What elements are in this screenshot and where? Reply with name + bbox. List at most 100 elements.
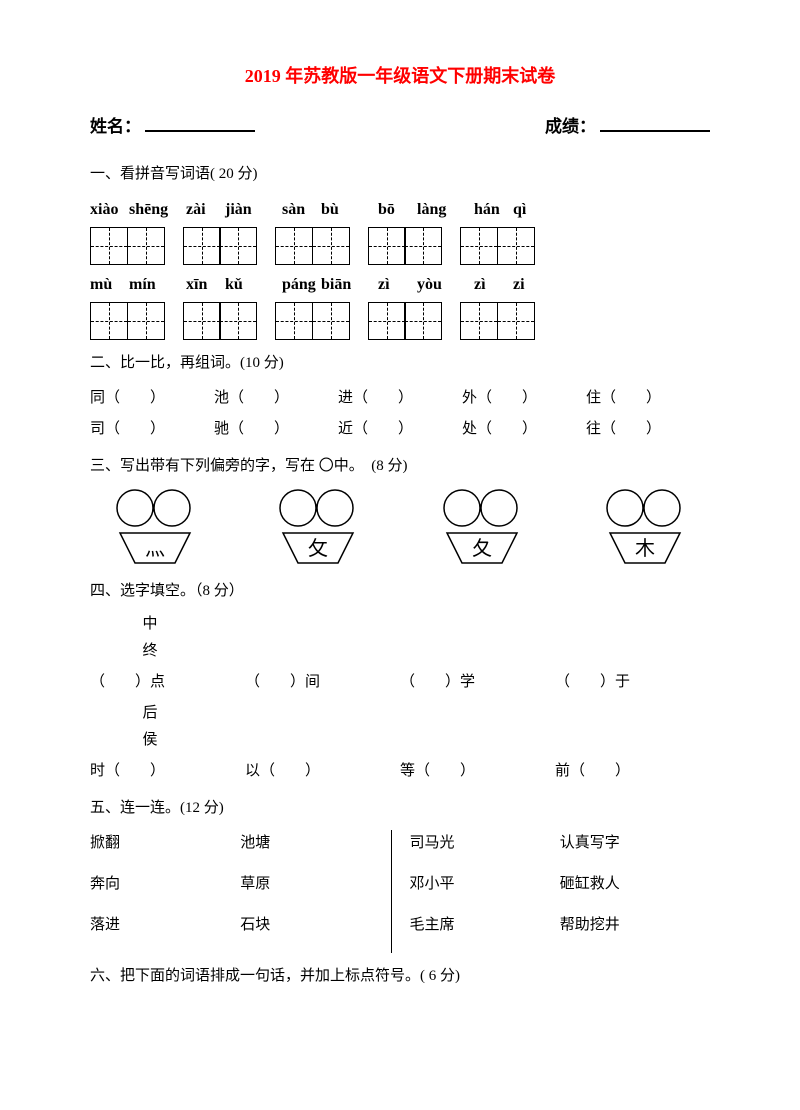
q4-pair-1: 中 终 xyxy=(90,611,210,665)
q3-title: 三、写出带有下列偏旁的字，写在 〇中。 (8 分) xyxy=(90,453,710,480)
pinyin: jiàn xyxy=(225,196,264,225)
tian-box[interactable] xyxy=(368,227,406,265)
pinyin: xīn xyxy=(186,271,225,300)
q2-item[interactable]: 近（ ） xyxy=(338,416,462,443)
tian-box[interactable] xyxy=(127,302,165,340)
tian-box[interactable] xyxy=(275,227,313,265)
pinyin: xiào xyxy=(90,196,129,225)
pinyin: zì xyxy=(378,271,417,300)
pinyin: páng xyxy=(282,271,321,300)
tian-box[interactable] xyxy=(368,302,406,340)
name-label: 姓名： xyxy=(90,112,141,143)
q5-grid: 掀翻池塘 奔向草原 落进石块 司马光认真写字 邓小平砸缸救人 毛主席帮助挖井 xyxy=(90,830,710,953)
tian-box[interactable] xyxy=(275,302,313,340)
q4-fill[interactable]: 前（ ） xyxy=(555,758,710,785)
tian-box[interactable] xyxy=(90,302,128,340)
q1-grid-row-1 xyxy=(90,227,710,265)
q4-fill-row-1: （ ）点 （ ）间 （ ）学 （ ）于 xyxy=(90,669,710,696)
q5-word[interactable]: 邓小平 xyxy=(410,871,560,898)
q1-pinyin-row-1: xiàoshēng zàijiàn sànbù bōlàng hánqì xyxy=(90,196,710,225)
tian-box[interactable] xyxy=(127,227,165,265)
tian-box[interactable] xyxy=(312,227,350,265)
q2-item[interactable]: 同（ ） xyxy=(90,385,214,412)
tian-box[interactable] xyxy=(497,302,535,340)
radical-unit[interactable]: 攵 xyxy=(263,488,373,568)
q1-title: 一、看拼音写词语( 20 分) xyxy=(90,161,710,188)
q4-fill[interactable]: 等（ ） xyxy=(400,758,555,785)
radical-unit[interactable]: 灬 xyxy=(100,488,210,568)
pinyin: kǔ xyxy=(225,271,264,300)
score-label: 成绩： xyxy=(545,112,596,143)
q2-item[interactable]: 外（ ） xyxy=(462,385,586,412)
tian-box[interactable] xyxy=(183,302,221,340)
q4-title: 四、选字填空。（8 分） xyxy=(90,578,710,605)
score-blank[interactable] xyxy=(600,118,710,132)
tian-box[interactable] xyxy=(183,227,221,265)
tian-box[interactable] xyxy=(404,227,442,265)
pinyin: bù xyxy=(321,196,360,225)
q2-item[interactable]: 进（ ） xyxy=(338,385,462,412)
q2-item[interactable]: 往（ ） xyxy=(586,416,710,443)
q5-word[interactable]: 认真写字 xyxy=(560,830,710,857)
tian-box[interactable] xyxy=(312,302,350,340)
q4-fill[interactable]: （ ）间 xyxy=(245,669,400,696)
tian-box[interactable] xyxy=(219,302,257,340)
q5-word[interactable]: 砸缸救人 xyxy=(560,871,710,898)
pinyin: zì xyxy=(474,271,513,300)
q5-left-col: 掀翻池塘 奔向草原 落进石块 xyxy=(90,830,392,953)
pinyin: mù xyxy=(90,271,129,300)
q5-word[interactable]: 毛主席 xyxy=(410,912,560,939)
q2-row-2: 司（ ） 驰（ ） 近（ ） 处（ ） 往（ ） xyxy=(90,416,710,443)
q5-word[interactable]: 草原 xyxy=(240,871,390,898)
tian-box[interactable] xyxy=(404,302,442,340)
q2-item[interactable]: 住（ ） xyxy=(586,385,710,412)
question-5: 五、连一连。(12 分) 掀翻池塘 奔向草原 落进石块 司马光认真写字 邓小平砸… xyxy=(90,795,710,953)
q5-right-col: 司马光认真写字 邓小平砸缸救人 毛主席帮助挖井 xyxy=(392,830,711,953)
pinyin: sàn xyxy=(282,196,321,225)
radical-unit[interactable]: 夂 xyxy=(427,488,537,568)
pinyin: zài xyxy=(186,196,225,225)
q5-word[interactable]: 池塘 xyxy=(240,830,390,857)
pinyin: shēng xyxy=(129,196,168,225)
student-info-row: 姓名： 成绩： xyxy=(90,112,710,143)
pinyin: hán xyxy=(474,196,513,225)
question-3: 三、写出带有下列偏旁的字，写在 〇中。 (8 分) 灬 攵 夂 xyxy=(90,453,710,568)
q4-pair-2: 后 侯 xyxy=(90,700,210,754)
q5-word[interactable]: 落进 xyxy=(90,912,240,939)
q4-fill[interactable]: （ ）于 xyxy=(555,669,710,696)
question-6: 六、把下面的词语排成一句话，并加上标点符号。( 6 分) xyxy=(90,963,710,990)
radical-char: 灬 xyxy=(145,538,165,560)
q2-item[interactable]: 司（ ） xyxy=(90,416,214,443)
pinyin: qì xyxy=(513,196,552,225)
radical-char: 木 xyxy=(635,537,655,560)
pinyin: mín xyxy=(129,271,168,300)
q5-word[interactable]: 奔向 xyxy=(90,871,240,898)
q2-item[interactable]: 处（ ） xyxy=(462,416,586,443)
tian-box[interactable] xyxy=(460,227,498,265)
exam-title: 2019 年苏教版一年级语文下册期末试卷 xyxy=(90,60,710,92)
q5-title: 五、连一连。(12 分) xyxy=(90,795,710,822)
tian-box[interactable] xyxy=(497,227,535,265)
q2-row-1: 同（ ） 池（ ） 进（ ） 外（ ） 住（ ） xyxy=(90,385,710,412)
q4-fill[interactable]: （ ）学 xyxy=(400,669,555,696)
radical-unit[interactable]: 木 xyxy=(590,488,700,568)
tian-box[interactable] xyxy=(219,227,257,265)
q4-fill-row-2: 时（ ） 以（ ） 等（ ） 前（ ） xyxy=(90,758,710,785)
pinyin: bō xyxy=(378,196,417,225)
q2-item[interactable]: 驰（ ） xyxy=(214,416,338,443)
tian-box[interactable] xyxy=(90,227,128,265)
question-2: 二、比一比，再组词。(10 分) 同（ ） 池（ ） 进（ ） 外（ ） 住（ … xyxy=(90,350,710,443)
name-blank[interactable] xyxy=(145,118,255,132)
q5-word[interactable]: 石块 xyxy=(240,912,390,939)
q4-fill[interactable]: （ ）点 xyxy=(90,669,245,696)
tian-box[interactable] xyxy=(460,302,498,340)
name-field: 姓名： xyxy=(90,112,545,143)
pinyin: biān xyxy=(321,271,360,300)
q4-fill[interactable]: 时（ ） xyxy=(90,758,245,785)
q5-word[interactable]: 司马光 xyxy=(410,830,560,857)
q4-fill[interactable]: 以（ ） xyxy=(245,758,400,785)
q2-title: 二、比一比，再组词。(10 分) xyxy=(90,350,710,377)
q2-item[interactable]: 池（ ） xyxy=(214,385,338,412)
q5-word[interactable]: 掀翻 xyxy=(90,830,240,857)
q5-word[interactable]: 帮助挖井 xyxy=(560,912,710,939)
